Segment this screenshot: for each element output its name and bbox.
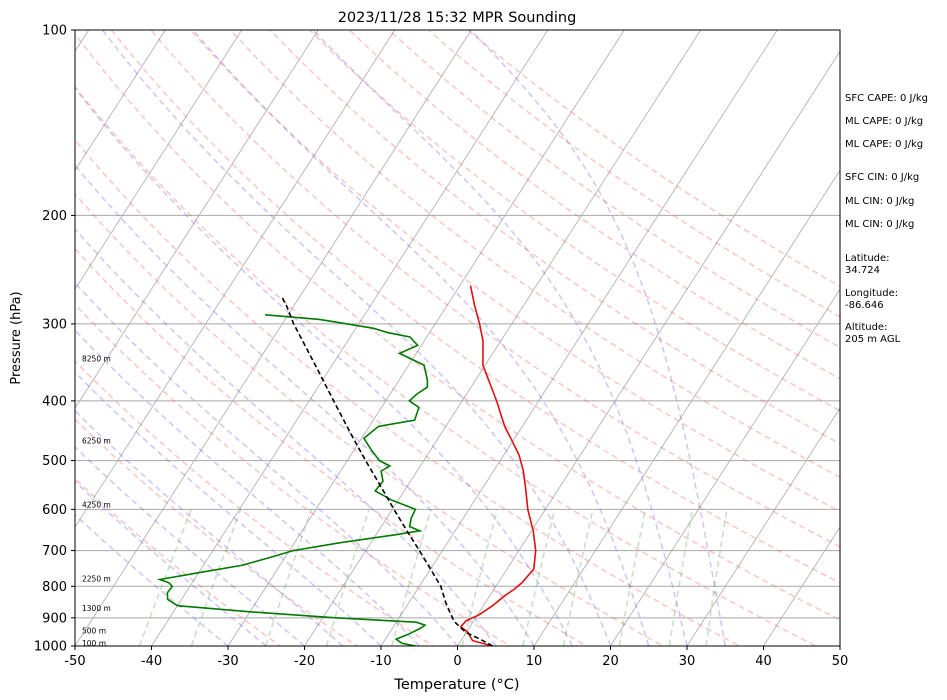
height-label: 6250 m — [82, 437, 111, 446]
isotherm-line — [686, 407, 840, 646]
x-tick-label: 20 — [602, 654, 619, 669]
height-label: 100 m — [82, 639, 106, 648]
isotherm-line — [380, 30, 778, 646]
dry-adiabat-line — [150, 30, 840, 548]
dewpoint-line — [156, 314, 429, 646]
moist-adiabat-line — [75, 227, 497, 646]
moist-adiabat-line — [75, 87, 573, 646]
isotherm-line — [304, 30, 702, 646]
dry-adiabat-line — [388, 30, 840, 349]
moist-adiabat-line — [75, 329, 420, 646]
height-label: 1300 m — [82, 604, 111, 613]
dry-adiabat-line — [110, 30, 840, 584]
y-tick-label: 300 — [42, 317, 67, 332]
isotherm-line — [75, 30, 472, 646]
sfc-cin-label: SFC CIN: 0 J/kg — [845, 172, 920, 183]
axes: -50 -40 -30 -20 -10 0 10 20 30 40 50 1000 900 800 700 6… — [34, 24, 848, 670]
moist-adiabat-line — [312, 30, 688, 646]
moist-adiabat-line — [101, 30, 612, 646]
dry-adiabat-line — [75, 32, 840, 621]
x-tick-label: -10 — [370, 654, 391, 669]
dry-adiabat-line — [190, 30, 840, 513]
y-tick-label: 1000 — [34, 640, 67, 655]
x-tick-label: -30 — [217, 654, 238, 669]
x-tick-label: -20 — [294, 654, 315, 669]
ml-cape-label: ML CAPE: 0 J/kg — [845, 116, 924, 127]
moist-adiabat-line — [75, 480, 267, 646]
y-tick-label: 100 — [42, 24, 67, 39]
x-tick-label: 50 — [832, 654, 849, 669]
plot-frame — [74, 29, 841, 647]
mixing-ratio-line — [391, 509, 432, 646]
y-tick-label: 700 — [42, 544, 67, 559]
x-tick-label: -40 — [141, 654, 162, 669]
dry-adiabat-line — [75, 303, 512, 646]
mixing-ratio-line — [562, 509, 594, 646]
height-label: 4250 m — [82, 500, 111, 509]
dry-adiabat-line — [269, 30, 840, 445]
ml-cin-label-2: ML CIN: 0 J/kg — [845, 219, 915, 230]
isotherm-line — [610, 288, 840, 646]
longitude-label: Longitude: -86.646 — [845, 288, 899, 311]
mixing-ratio-line — [705, 509, 728, 646]
x-tick-label: 30 — [679, 654, 696, 669]
mixing-ratio-line — [461, 509, 499, 646]
dry-adiabat-line — [75, 360, 435, 646]
dry-adiabat-line — [75, 85, 818, 646]
moist-adiabat-line — [75, 164, 535, 646]
mixing-ratio-line — [522, 509, 556, 646]
background-grid — [75, 30, 840, 646]
altitude-label: Altitude: 205 m AGL — [845, 322, 901, 345]
isotherm-line — [151, 30, 549, 646]
isotherm-line — [75, 30, 243, 290]
height-label: 2250 m — [82, 574, 111, 583]
dry-adiabat-line — [75, 138, 741, 646]
x-tick-label: 10 — [526, 654, 543, 669]
x-tick-label: 0 — [453, 654, 461, 669]
ml-cape-label-2: ML CAPE: 0 J/kg — [845, 139, 924, 150]
dry-adiabat-line — [229, 30, 840, 479]
height-labels: 100 m 500 m 1300 m 2250 m 4250 m 6250 m 8250 m — [82, 354, 111, 647]
ml-cin-label: ML CIN: 0 J/kg — [845, 196, 915, 207]
isotherm-line — [533, 169, 840, 646]
mixing-ratio-line — [618, 509, 647, 646]
height-label: 500 m — [82, 626, 106, 635]
temperature-line — [459, 285, 537, 646]
mixing-ratio-line — [138, 509, 192, 646]
x-tick-label: 40 — [755, 654, 772, 669]
x-axis-label: Temperature (°C) — [393, 677, 519, 693]
y-tick-label: 600 — [42, 503, 67, 518]
moist-adiabat-line — [75, 281, 459, 646]
y-tick-label: 900 — [42, 611, 67, 626]
mixing-ratio-line — [264, 509, 313, 646]
mixing-ratio-line — [190, 509, 242, 646]
y-tick-label: 400 — [42, 394, 67, 409]
latitude-label: Latitude: 34.724 — [845, 253, 890, 276]
y-tick-label: 200 — [42, 209, 67, 224]
chart-title: 2023/11/28 15:32 MPR Sounding — [338, 10, 577, 26]
height-label: 8250 m — [82, 354, 111, 363]
moist-adiabat-line — [469, 30, 727, 646]
moist-adiabat-line — [192, 30, 650, 646]
y-tick-label: 800 — [42, 580, 67, 595]
mixing-ratio-line — [325, 509, 370, 646]
parcel-path-line — [280, 295, 494, 646]
x-tick-label: -50 — [64, 654, 85, 669]
isotherm-line — [75, 30, 319, 409]
sfc-cape-label: SFC CAPE: 0 J/kg — [845, 93, 928, 104]
y-tick-label: 500 — [42, 454, 67, 469]
isotherm-line — [457, 50, 840, 646]
isotherm-line — [75, 30, 166, 172]
moist-adiabat-line — [75, 371, 382, 646]
isotherm-line — [227, 30, 625, 646]
isotherm-line — [75, 30, 396, 528]
y-axis-label: Pressure (hPa) — [9, 291, 24, 384]
isotherm-line — [763, 526, 840, 646]
dry-adiabat-line — [75, 477, 282, 646]
data-layer — [156, 285, 537, 646]
mixing-ratio-line — [668, 509, 694, 646]
